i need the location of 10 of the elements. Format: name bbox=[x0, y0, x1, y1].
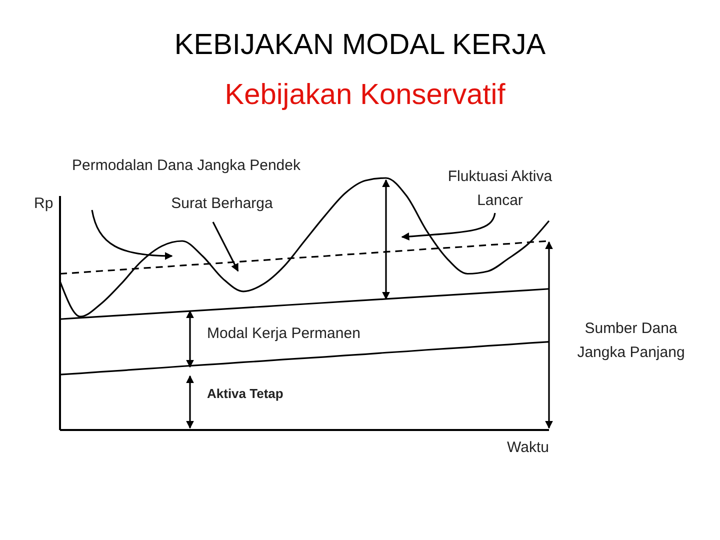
text: Permodalan Dana Jangka Pendek bbox=[72, 157, 301, 174]
text: Sumber Dana Jangka Panjang bbox=[577, 320, 685, 361]
y-axis-title: Rp bbox=[34, 195, 54, 212]
annotation: Modal Kerja Permanen bbox=[207, 325, 360, 342]
chart-title: KEBIJAKAN MODAL KERJA bbox=[174, 29, 546, 61]
annotation: Aktiva Tetap bbox=[207, 386, 284, 401]
chart-subtitle: Kebijakan Konservatif bbox=[224, 79, 506, 111]
annotation: Surat Berharga bbox=[171, 195, 274, 212]
x-axis-title: Waktu bbox=[507, 439, 549, 456]
annotation: Fluktuasi Aktiva Lancar bbox=[448, 168, 553, 209]
